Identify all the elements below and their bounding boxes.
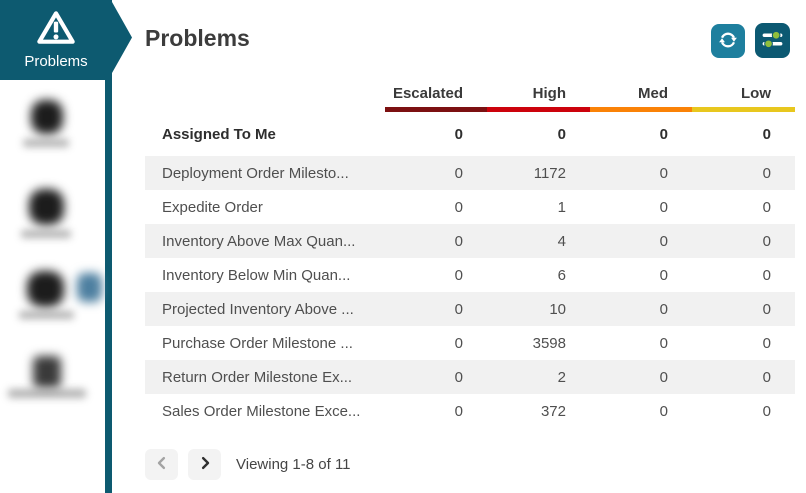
cell-med: 0 <box>659 125 668 143</box>
cell-high: 2 <box>557 368 566 386</box>
row-label: Deployment Order Milesto... <box>162 164 349 182</box>
cell-high: 372 <box>540 402 566 420</box>
cell-low: 0 <box>762 232 771 250</box>
blurred-label <box>23 139 69 147</box>
cell-high: 3598 <box>532 334 566 352</box>
severity-color-bar <box>145 107 795 112</box>
sidebar-tab-arrow <box>112 2 132 73</box>
notification-badge <box>77 273 102 302</box>
column-header-escalated: Escalated <box>392 85 463 102</box>
table-row[interactable]: Expedite Order 0 1 0 0 <box>145 190 795 224</box>
cell-med: 0 <box>659 198 668 216</box>
table-row[interactable]: Deployment Order Milesto... 0 1172 0 0 <box>145 156 795 190</box>
cell-high: 10 <box>549 300 566 318</box>
sidebar-stripe <box>105 80 112 493</box>
row-label: Expedite Order <box>162 198 263 216</box>
column-header-low: Low <box>741 85 771 102</box>
table-body: Deployment Order Milesto... 0 1172 0 0 E… <box>145 156 795 428</box>
cell-med: 0 <box>659 402 668 420</box>
cell-low: 0 <box>762 300 771 318</box>
sidebar-tab-label: Problems <box>24 53 88 70</box>
cell-high: 0 <box>557 125 566 143</box>
refresh-icon <box>717 29 739 54</box>
row-label: Projected Inventory Above ... <box>162 300 354 318</box>
cell-low: 0 <box>762 125 771 143</box>
column-header-high: High <box>532 85 566 102</box>
cell-high: 4 <box>557 232 566 250</box>
problems-table: Escalated High Med Low Assigned To Me 0 … <box>145 80 795 428</box>
cell-escalated: 0 <box>454 368 463 386</box>
row-label: Assigned To Me <box>162 125 276 143</box>
severity-bar-high <box>487 107 590 112</box>
table-row[interactable]: Inventory Above Max Quan... 0 4 0 0 <box>145 224 795 258</box>
table-header-row: Escalated High Med Low <box>145 80 795 107</box>
filter-button[interactable] <box>755 23 790 58</box>
blurred-icon <box>29 189 64 225</box>
blurred-label <box>19 311 74 319</box>
blurred-label <box>21 230 71 238</box>
page-title: Problems <box>145 25 250 51</box>
severity-bar-low <box>692 107 795 112</box>
cell-low: 0 <box>762 334 771 352</box>
cell-escalated: 0 <box>454 232 463 250</box>
blurred-label <box>8 389 86 398</box>
sidebar-tab-problems[interactable]: Problems <box>0 0 112 80</box>
cell-low: 0 <box>762 198 771 216</box>
column-header-med: Med <box>638 85 668 102</box>
cell-escalated: 0 <box>454 266 463 284</box>
blurred-icon <box>27 271 64 307</box>
refresh-button[interactable] <box>711 24 745 58</box>
severity-bar-escalated <box>385 107 487 112</box>
row-label: Return Order Milestone Ex... <box>162 368 353 386</box>
cell-med: 0 <box>659 232 668 250</box>
sliders-icon <box>760 27 785 55</box>
cell-med: 0 <box>659 300 668 318</box>
cell-high: 6 <box>557 266 566 284</box>
cell-med: 0 <box>659 368 668 386</box>
pagination-status: Viewing 1-8 of 11 <box>236 456 351 473</box>
cell-escalated: 0 <box>454 300 463 318</box>
severity-bar-med <box>590 107 692 112</box>
table-row[interactable]: Sales Order Milestone Exce... 0 372 0 0 <box>145 394 795 428</box>
row-label: Purchase Order Milestone ... <box>162 334 353 352</box>
table-row[interactable]: Inventory Below Min Quan... 0 6 0 0 <box>145 258 795 292</box>
chevron-right-icon <box>196 454 214 475</box>
pagination-prev-button[interactable] <box>145 449 178 480</box>
pagination-next-button[interactable] <box>188 449 221 480</box>
row-label: Inventory Above Max Quan... <box>162 232 356 250</box>
cell-low: 0 <box>762 266 771 284</box>
assigned-to-me-row[interactable]: Assigned To Me 0 0 0 0 <box>145 112 795 156</box>
cell-med: 0 <box>659 266 668 284</box>
chevron-left-icon <box>153 454 171 475</box>
cell-escalated: 0 <box>454 198 463 216</box>
cell-escalated: 0 <box>454 164 463 182</box>
cell-escalated: 0 <box>454 334 463 352</box>
cell-med: 0 <box>659 164 668 182</box>
cell-escalated: 0 <box>454 125 463 143</box>
cell-escalated: 0 <box>454 402 463 420</box>
row-label: Sales Order Milestone Exce... <box>162 402 361 420</box>
row-label: Inventory Below Min Quan... <box>162 266 351 284</box>
pagination: Viewing 1-8 of 11 <box>145 449 351 480</box>
warning-triangle-icon <box>36 10 76 50</box>
blurred-icon <box>31 100 63 134</box>
table-row[interactable]: Projected Inventory Above ... 0 10 0 0 <box>145 292 795 326</box>
table-row[interactable]: Purchase Order Milestone ... 0 3598 0 0 <box>145 326 795 360</box>
cell-high: 1 <box>557 198 566 216</box>
cell-med: 0 <box>659 334 668 352</box>
cell-low: 0 <box>762 402 771 420</box>
blurred-icon <box>33 356 61 388</box>
cell-low: 0 <box>762 368 771 386</box>
cell-high: 1172 <box>533 164 566 182</box>
table-row[interactable]: Return Order Milestone Ex... 0 2 0 0 <box>145 360 795 394</box>
cell-low: 0 <box>762 164 771 182</box>
